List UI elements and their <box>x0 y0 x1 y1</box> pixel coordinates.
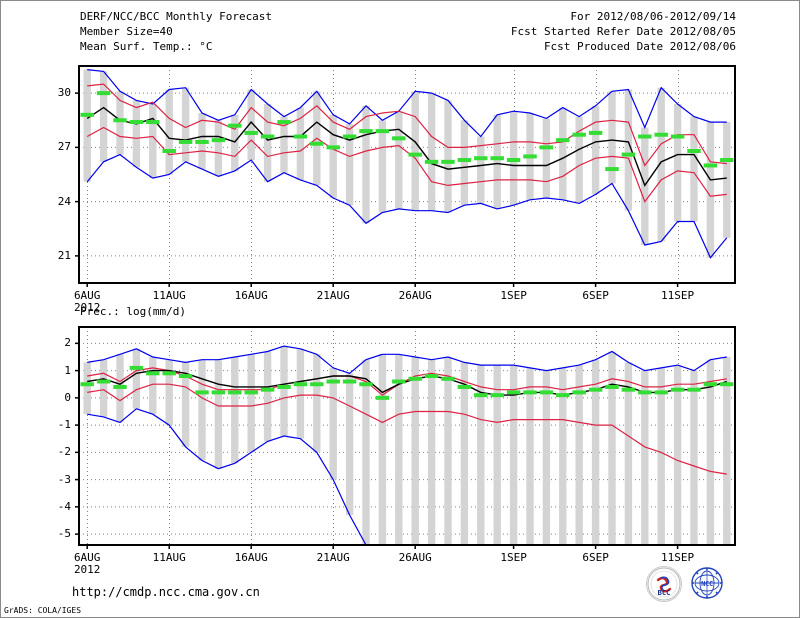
bcc-logo-text: BCC <box>657 589 671 597</box>
y-tick-label: 21 <box>57 248 71 262</box>
x-tick-label: 26AUG <box>398 551 432 564</box>
x-tick-label: 1SEP <box>500 551 527 564</box>
y-tick-label: 30 <box>57 86 71 100</box>
y-tick-label: -3 <box>57 472 71 486</box>
x-tick-label: 11AUG <box>152 551 186 564</box>
precipitation-variable-label: Prec.: log(mm/d) <box>80 305 186 318</box>
x-tick-label: 11AUG <box>152 289 186 302</box>
y-tick-label: 0 <box>64 390 71 404</box>
x-tick-label: 26AUG <box>398 289 432 302</box>
chart-title: DERF/NCC/BCC Monthly Forecast <box>80 10 273 23</box>
forecast-produced-date-label: Fcst Produced Date 2012/08/06 <box>543 40 736 53</box>
x-tick-label: 21AUG <box>316 551 350 564</box>
ncc-logo: NCC <box>690 566 724 600</box>
x-tick-label: 11SEP <box>661 551 695 564</box>
x-tick-label: 21AUG <box>316 289 350 302</box>
x-tick-label: 6AUG <box>73 289 101 302</box>
x-tick-label: 1SEP <box>500 289 527 302</box>
forecast-period-label: For 2012/08/06-2012/09/14 <box>570 10 736 23</box>
source-url[interactable]: http://cmdp.ncc.cma.gov.cn <box>72 585 260 599</box>
x-tick-label: 6AUG <box>73 551 101 564</box>
forecast-start-date-label: Fcst Started Refer Date 2012/08/05 <box>510 25 736 38</box>
y-tick-label: 1 <box>64 363 71 377</box>
x-tick-label: 16AUG <box>234 289 268 302</box>
y-tick-label: -5 <box>57 527 71 541</box>
ncc-logo-text: NCC <box>701 580 713 588</box>
bcc-logo: BCC <box>646 566 682 602</box>
y-tick-label: 24 <box>57 194 71 208</box>
x-tick-label: 6SEP <box>582 551 609 564</box>
temperature-variable-label: Mean Surf. Temp.: °C <box>80 40 213 53</box>
y-tick-label: -1 <box>57 418 71 432</box>
x-tick-label: 6SEP <box>582 289 609 302</box>
x-tick-label: 11SEP <box>661 289 695 302</box>
y-tick-label: 2 <box>64 336 71 350</box>
grads-credit: GrADS: COLA/IGES <box>4 606 82 615</box>
x-tick-label: 16AUG <box>234 551 268 564</box>
x-axis-year-label: 2012 <box>73 301 101 314</box>
y-tick-label: -4 <box>57 499 71 513</box>
y-tick-label: 27 <box>57 140 71 154</box>
member-size-label: Member Size=40 <box>80 25 173 38</box>
y-tick-label: -2 <box>57 445 71 459</box>
x-axis-year-label: 2012 <box>73 563 101 576</box>
